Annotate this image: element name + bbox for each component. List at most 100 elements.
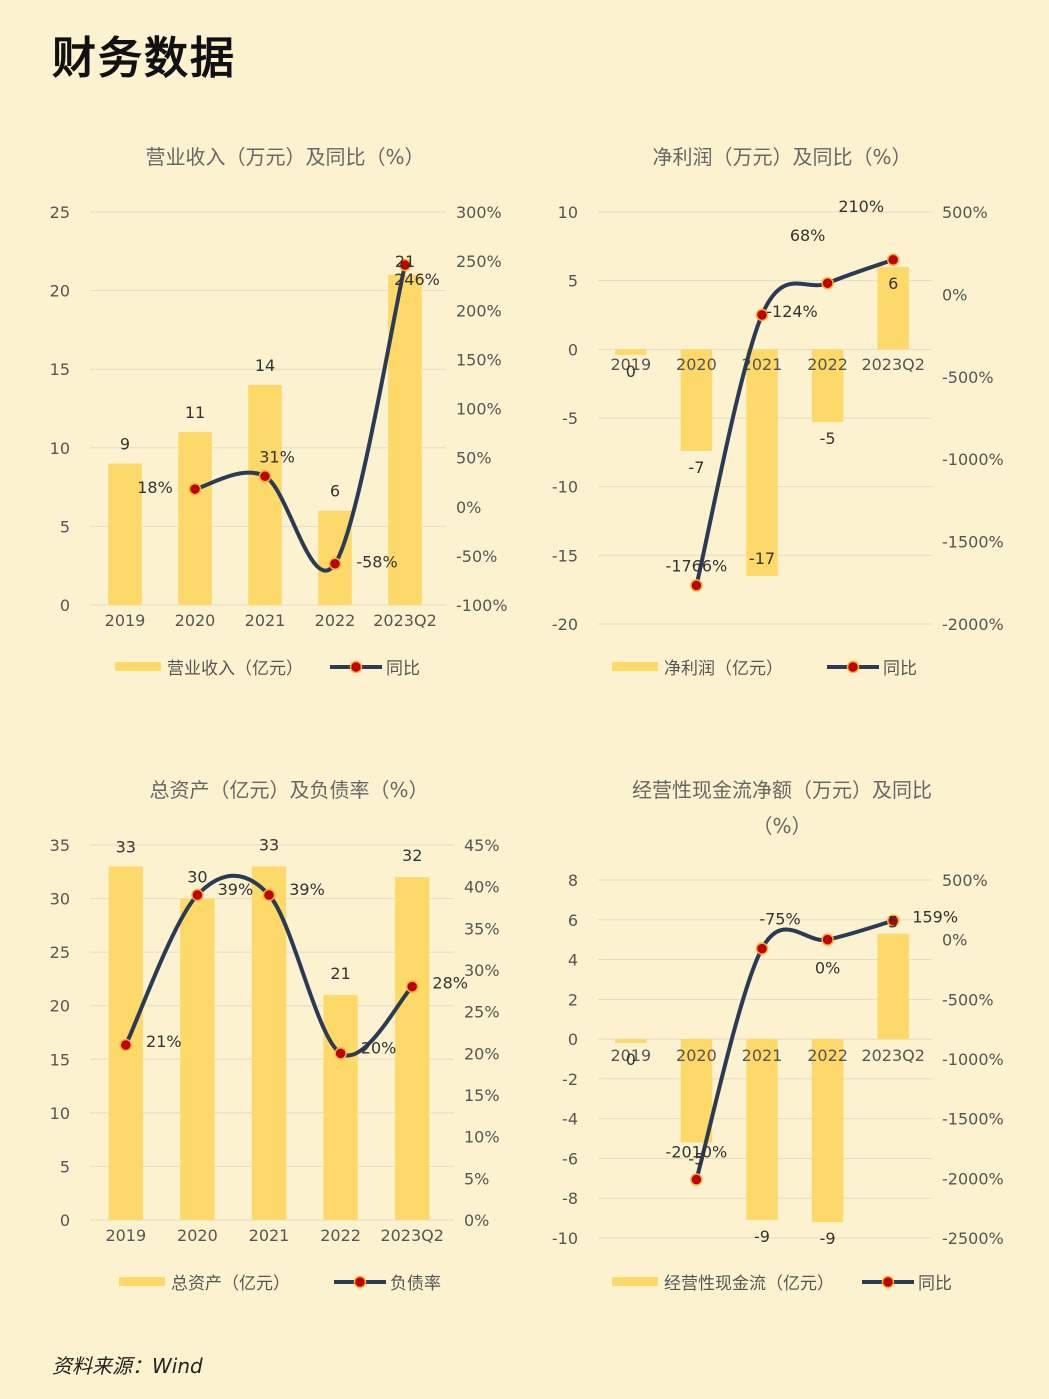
- category-label: 2021: [245, 611, 286, 630]
- bar-2023Q2: [877, 266, 909, 350]
- right-tick-label: -100%: [456, 596, 508, 615]
- category-label: 2023Q2: [861, 1046, 925, 1065]
- legend-bar-swatch: [612, 662, 658, 671]
- category-label: 2023Q2: [380, 1226, 444, 1245]
- left-tick-label: -6: [562, 1149, 578, 1168]
- line-marker: [821, 933, 834, 946]
- legend-line-label: 同比: [386, 659, 420, 679]
- category-label: 2022: [315, 611, 356, 630]
- left-tick-label: 15: [50, 1050, 70, 1069]
- left-tick-label: 0: [60, 1211, 70, 1230]
- legend-bar-label: 营业收入（亿元）: [167, 659, 303, 679]
- line-value-label: 39%: [289, 880, 325, 899]
- bar-value-label: -17: [749, 549, 775, 568]
- right-tick-label: -500%: [942, 368, 994, 387]
- category-label: 2020: [676, 1046, 717, 1065]
- left-tick-label: 10: [558, 203, 578, 222]
- right-tick-label: 500%: [942, 871, 988, 890]
- right-tick-label: 0%: [464, 1211, 489, 1230]
- bar-value-label: -5: [820, 429, 836, 448]
- bar-value-label: 21: [330, 964, 350, 983]
- left-tick-label: 30: [50, 890, 70, 909]
- line-value-label: -1766%: [666, 556, 728, 575]
- legend-line-marker: [881, 1275, 895, 1289]
- chart-svg: 总资产（亿元）及负债率（%） 0 5 10 15 20 25 30 35 0% 5% 10% 15% 20…: [50, 778, 500, 1294]
- line-marker: [398, 258, 412, 272]
- left-tick-label: 0: [568, 340, 578, 359]
- bar-value-label: 6: [888, 274, 898, 293]
- category-label: 2019: [610, 355, 651, 374]
- bar-value-label: 14: [255, 356, 275, 375]
- left-tick-label: -4: [562, 1110, 578, 1129]
- right-tick-label: -50%: [456, 547, 497, 566]
- line-marker: [262, 888, 276, 902]
- category-label: 2019: [105, 1226, 146, 1245]
- left-tick-label: 10: [50, 1104, 70, 1123]
- bar-2021: [251, 866, 287, 1220]
- legend-bar-label: 总资产（亿元）: [171, 1274, 290, 1294]
- line-marker: [188, 482, 202, 496]
- legend-bar-label: 经营性现金流（亿元）: [664, 1274, 834, 1294]
- line-value-label: 21%: [146, 1032, 182, 1051]
- line-marker: [328, 557, 342, 570]
- bar-value-label: 11: [185, 403, 205, 422]
- series-line: [694, 257, 896, 588]
- category-label: 2020: [676, 355, 717, 374]
- right-tick-label: 35%: [464, 919, 500, 938]
- operating-cashflow-chart: 经营性现金流净额（万元）及同比 （%） -10 -8 -6 -4 -2 0 2 4 6 8 -2500%…: [548, 773, 1018, 1333]
- legend-bar-label: 净利润（亿元）: [664, 659, 783, 679]
- legend-line-label: 同比: [883, 659, 917, 679]
- left-tick-label: 8: [568, 871, 578, 890]
- category-label: 2023Q2: [373, 611, 437, 630]
- line-value-label: 28%: [432, 974, 468, 993]
- chart-title: 经营性现金流净额（万元）及同比: [632, 778, 932, 802]
- legend-line-label: 负债率: [390, 1274, 441, 1294]
- line-marker: [191, 888, 204, 902]
- line-marker: [690, 1173, 703, 1186]
- bar-2020: [180, 898, 215, 1220]
- bar-2022: [323, 995, 358, 1220]
- line-marker: [405, 980, 419, 993]
- bar-2022: [811, 349, 844, 423]
- chart-title: 营业收入（万元）及同比（%）: [145, 145, 424, 169]
- line-value-label: 246%: [394, 270, 440, 289]
- right-tick-label: -2500%: [942, 1229, 1004, 1248]
- bar-2019: [615, 349, 647, 355]
- bar-2021: [248, 384, 282, 605]
- left-tick-label: -2: [562, 1070, 578, 1089]
- left-tick-label: 4: [568, 951, 578, 970]
- line-value-label: 20%: [361, 1038, 397, 1057]
- category-label: 2020: [177, 1226, 218, 1245]
- bar-value-label: 21: [395, 252, 415, 271]
- bar-value-label: 32: [402, 846, 422, 865]
- right-tick-label: -1000%: [942, 450, 1004, 469]
- legend-bar-swatch: [612, 1277, 658, 1286]
- category-label: 2019: [105, 611, 146, 630]
- right-tick-label: 100%: [456, 400, 502, 419]
- left-tick-label: 25: [50, 203, 70, 222]
- left-tick-label: 20: [50, 282, 70, 301]
- right-tick-label: 150%: [456, 350, 502, 369]
- right-tick-label: -500%: [942, 990, 994, 1009]
- bar-value-label: 33: [116, 837, 136, 856]
- line-marker: [821, 276, 834, 290]
- right-tick-label: 30%: [464, 961, 500, 980]
- total-assets-chart: 总资产（亿元）及负债率（%） 0 5 10 15 20 25 30 35 0% 5% 10% 15% 20…: [40, 773, 510, 1333]
- line-marker: [886, 914, 900, 927]
- bar-2021: [746, 349, 778, 576]
- bar-2023Q2: [877, 933, 909, 1040]
- legend-line-marker: [353, 1275, 367, 1289]
- legend-bar-swatch: [115, 662, 161, 671]
- category-label: 2021: [742, 355, 783, 374]
- bar-2021: [746, 1039, 778, 1221]
- line-marker: [690, 579, 703, 592]
- right-tick-label: 45%: [464, 836, 500, 855]
- right-tick-label: -1500%: [942, 1110, 1004, 1129]
- right-tick-label: -2000%: [942, 1169, 1004, 1188]
- right-tick-label: 5%: [464, 1169, 489, 1188]
- bar-2023Q2: [395, 877, 430, 1220]
- bar-value-label: 6: [330, 482, 340, 501]
- category-label: 2022: [320, 1226, 361, 1245]
- left-tick-label: 5: [60, 1157, 70, 1176]
- left-tick-label: 0: [568, 1030, 578, 1049]
